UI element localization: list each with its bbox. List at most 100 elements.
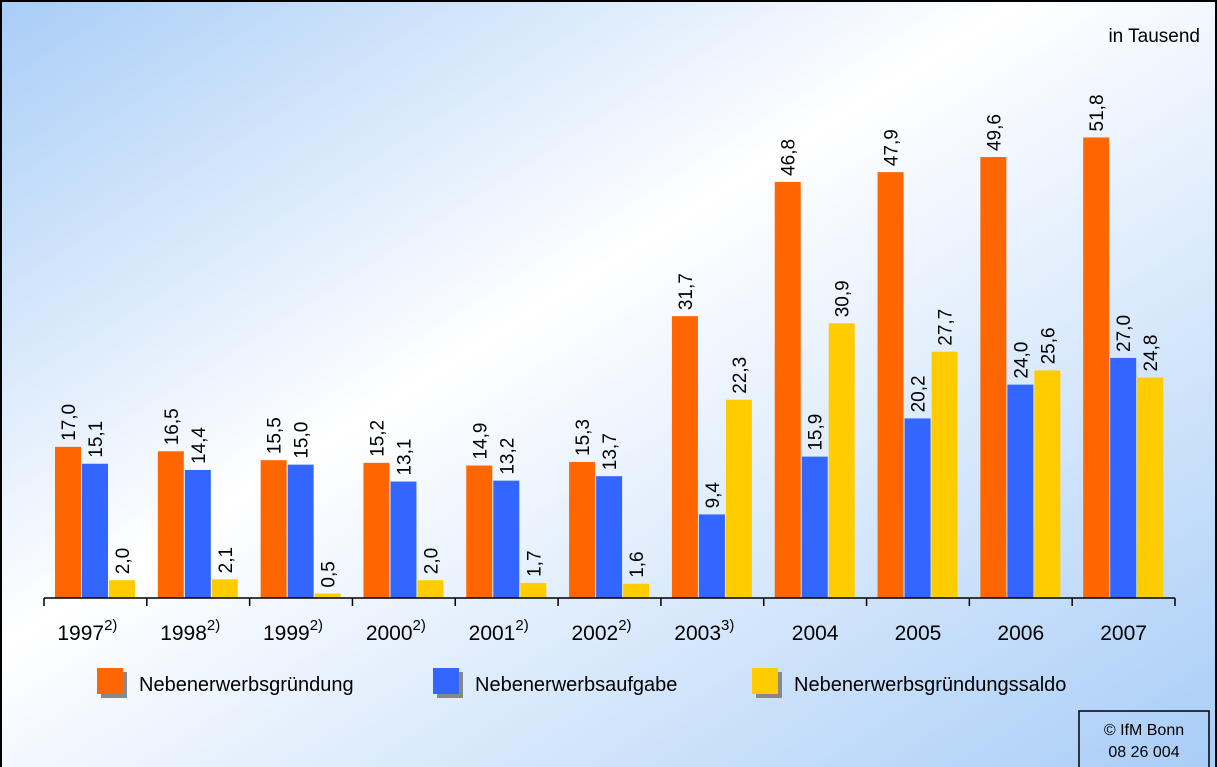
x-tick-label: 19992) bbox=[263, 617, 323, 645]
category: 2002 bbox=[571, 622, 618, 645]
value-label: 27,7 bbox=[936, 309, 957, 346]
bar bbox=[520, 582, 547, 598]
value-label: 27,0 bbox=[1114, 315, 1135, 352]
value-label: 1,7 bbox=[524, 550, 545, 576]
value-label: 30,9 bbox=[833, 280, 854, 317]
x-tick-label: 20002) bbox=[366, 617, 426, 645]
bar bbox=[390, 481, 417, 598]
bar bbox=[877, 172, 904, 598]
bar bbox=[1110, 357, 1137, 598]
category-note: 2) bbox=[618, 617, 631, 634]
value-label: 24,0 bbox=[1011, 342, 1032, 379]
x-tick-label: 20022) bbox=[571, 617, 631, 645]
bar bbox=[569, 461, 596, 598]
category: 1999 bbox=[263, 622, 310, 645]
copyright-box bbox=[1078, 710, 1210, 767]
value-label: 0,5 bbox=[319, 561, 340, 587]
x-tick-label: 19972) bbox=[57, 617, 117, 645]
category: 2007 bbox=[1100, 622, 1147, 645]
category: 1997 bbox=[57, 622, 104, 645]
category-note: 2) bbox=[413, 617, 426, 634]
category-note: 2) bbox=[310, 617, 323, 634]
category-note: 2) bbox=[515, 617, 528, 634]
value-label: 14,4 bbox=[189, 427, 210, 464]
bar bbox=[55, 446, 81, 598]
bar bbox=[287, 464, 314, 598]
value-label: 22,3 bbox=[730, 357, 751, 394]
value-label: 16,5 bbox=[162, 408, 183, 445]
category: 2005 bbox=[895, 622, 942, 645]
value-label: 13,2 bbox=[497, 438, 518, 475]
legend-label: Nebenerwerbsgründungssaldo bbox=[794, 674, 1066, 696]
value-label: 24,8 bbox=[1141, 335, 1162, 372]
bar bbox=[596, 476, 623, 598]
legend-swatch bbox=[97, 668, 123, 694]
bar bbox=[623, 583, 650, 598]
legend-label: Nebenerwerbsaufgabe bbox=[475, 674, 677, 696]
value-label: 47,9 bbox=[882, 129, 903, 166]
value-label: 15,5 bbox=[265, 417, 286, 454]
value-label: 31,7 bbox=[676, 273, 697, 310]
value-label: 25,6 bbox=[1038, 327, 1059, 364]
bar bbox=[980, 157, 1007, 598]
category: 1998 bbox=[160, 622, 207, 645]
bar bbox=[1083, 137, 1110, 598]
legend-swatch bbox=[433, 668, 459, 694]
value-label: 15,3 bbox=[573, 419, 594, 456]
bar bbox=[774, 181, 801, 598]
bar bbox=[1034, 370, 1061, 598]
bar bbox=[671, 316, 698, 598]
bar bbox=[801, 456, 828, 598]
category-note: 2) bbox=[207, 617, 220, 634]
bar bbox=[493, 480, 520, 598]
bar bbox=[82, 463, 108, 598]
x-tick-label: 2005 bbox=[895, 622, 942, 645]
x-tick-label: 20033) bbox=[674, 617, 734, 645]
copyright: © IfM Bonn bbox=[1104, 722, 1184, 739]
value-label: 15,1 bbox=[86, 421, 107, 458]
category: 2000 bbox=[366, 622, 413, 645]
value-label: 2,1 bbox=[216, 547, 237, 573]
unit-note: in Tausend bbox=[1108, 26, 1200, 47]
x-tick-label: 2004 bbox=[792, 622, 839, 645]
bar bbox=[698, 514, 725, 598]
value-label: 49,6 bbox=[984, 114, 1005, 151]
bar bbox=[109, 580, 135, 598]
value-label: 13,7 bbox=[600, 433, 621, 470]
copyright-code: 08 26 004 bbox=[1108, 744, 1179, 761]
bar bbox=[417, 580, 444, 598]
bar bbox=[260, 460, 287, 598]
bar bbox=[1137, 377, 1164, 598]
value-label: 1,6 bbox=[627, 551, 648, 577]
category: 2003 bbox=[674, 622, 721, 645]
value-label: 15,2 bbox=[367, 420, 388, 457]
value-label: 2,0 bbox=[421, 548, 442, 574]
bar bbox=[157, 451, 184, 598]
bar bbox=[184, 469, 211, 598]
value-label: 2,0 bbox=[113, 548, 134, 574]
value-label: 14,9 bbox=[470, 423, 491, 460]
category-note: 2) bbox=[104, 617, 117, 634]
bar bbox=[363, 462, 390, 598]
category-note: 3) bbox=[721, 617, 734, 634]
category: 2001 bbox=[469, 622, 516, 645]
bar bbox=[725, 399, 752, 598]
value-label: 9,4 bbox=[703, 482, 724, 509]
value-label: 15,9 bbox=[806, 414, 827, 451]
x-tick-label: 19982) bbox=[160, 617, 220, 645]
value-label: 17,0 bbox=[59, 404, 80, 441]
category: 2006 bbox=[997, 622, 1044, 645]
x-tick-label: 2006 bbox=[997, 622, 1044, 645]
bar bbox=[1007, 384, 1034, 598]
bar bbox=[211, 579, 238, 598]
bar bbox=[466, 465, 493, 598]
bar bbox=[314, 593, 341, 598]
bar bbox=[828, 323, 855, 598]
bar bbox=[931, 351, 958, 598]
category: 2004 bbox=[792, 622, 839, 645]
value-label: 46,8 bbox=[779, 139, 800, 176]
bar bbox=[904, 418, 931, 598]
legend-swatch bbox=[752, 668, 778, 694]
